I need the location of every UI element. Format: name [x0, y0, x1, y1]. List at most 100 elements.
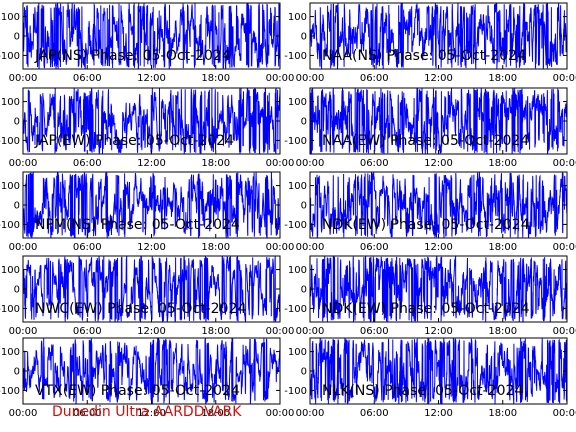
x-tick-label: 12:00 [137, 242, 166, 253]
x-tick-label: 00:00 [296, 242, 325, 253]
x-tick-label: 18:00 [201, 326, 230, 337]
panel-title: NDK(EW) Phase: 05-Oct-2024 [322, 301, 530, 317]
x-tick-label: 12:00 [424, 158, 453, 169]
x-tick-label: 18:00 [201, 73, 230, 84]
panel-title: VTX(EW) Phase: 05-Oct-2024 [35, 383, 240, 399]
y-tick-label: 100 [288, 347, 307, 358]
y-tick-label: 0 [301, 285, 307, 296]
panel-title: NWC(EW) Phase: 05-Oct-2024 [35, 301, 246, 317]
y-tick-label: -100 [0, 304, 20, 315]
y-tick-label: 0 [301, 367, 307, 378]
x-tick-label: 06:00 [73, 242, 102, 253]
y-tick-label: 100 [1, 12, 20, 23]
y-tick-label: -100 [284, 136, 307, 147]
y-tick-label: 100 [1, 97, 20, 108]
y-tick-label: 100 [288, 97, 307, 108]
chart-panel-9: 100 0 -100 00:00 06:00 12:00 18:00 00:00 VTX(EW)… [0, 337, 295, 419]
x-tick-label: 18:00 [488, 158, 517, 169]
chart-panel-2: 100 0 -100 00:00 06:00 12:00 18:00 00:00 NAA(NS)… [284, 2, 576, 84]
x-tick-label: 00:00 [266, 242, 295, 253]
x-tick-label: 06:00 [360, 158, 389, 169]
x-tick-label: 06:00 [360, 326, 389, 337]
x-tick-label: 00:00 [553, 73, 576, 84]
y-tick-label: -100 [284, 220, 307, 231]
x-tick-label: 06:00 [360, 242, 389, 253]
x-tick-label: 18:00 [488, 408, 517, 419]
panel-title: NDK(EW) Phase: 05-Oct-2024 [322, 217, 530, 233]
phase-trace-5 [23, 172, 280, 238]
x-tick-label: 18:00 [201, 158, 230, 169]
y-tick-label: 100 [1, 265, 20, 276]
y-tick-label: -100 [0, 220, 20, 231]
x-tick-label: 06:00 [73, 158, 102, 169]
x-tick-label: 00:00 [266, 73, 295, 84]
x-tick-label: 06:00 [73, 326, 102, 337]
x-tick-label: 18:00 [488, 73, 517, 84]
y-tick-label: 0 [301, 201, 307, 212]
panel-title: JAP(EW) Phase: 05-Oct-2024 [34, 133, 234, 149]
x-tick-label: 18:00 [488, 242, 517, 253]
footer-label: Dunedin Ultra AARDDVARK [52, 404, 242, 420]
y-tick-label: 0 [14, 32, 20, 43]
chart-panel-3: 100 0 -100 00:00 06:00 12:00 18:00 00:00 JAP(EW)… [0, 87, 295, 169]
x-tick-label: 00:00 [266, 326, 295, 337]
phase-trace-4 [310, 88, 567, 154]
y-tick-label: 100 [288, 181, 307, 192]
phase-trace-9 [23, 338, 280, 404]
y-tick-label: 100 [288, 12, 307, 23]
panel-title: NLK(NS) Phase: 05-Oct-2024 [322, 383, 523, 399]
y-tick-label: -100 [284, 304, 307, 315]
y-tick-label: -100 [284, 386, 307, 397]
x-tick-label: 18:00 [488, 326, 517, 337]
y-tick-label: 100 [288, 265, 307, 276]
x-tick-label: 00:00 [553, 242, 576, 253]
chart-panel-10: 100 0 -100 00:00 06:00 12:00 18:00 00:00 NLK(NS)… [284, 337, 576, 419]
chart-panel-8: 100 0 -100 00:00 06:00 12:00 18:00 00:00 NDK(EW)… [284, 255, 576, 337]
y-tick-label: 0 [301, 32, 307, 43]
x-tick-label: 12:00 [424, 326, 453, 337]
y-tick-label: 100 [1, 347, 20, 358]
x-tick-label: 00:00 [296, 73, 325, 84]
x-tick-label: 00:00 [266, 408, 295, 419]
x-tick-label: 00:00 [9, 326, 38, 337]
phase-trace-2 [310, 3, 567, 69]
y-tick-label: 0 [14, 367, 20, 378]
phase-trace-6 [310, 172, 567, 238]
x-tick-label: 12:00 [424, 408, 453, 419]
y-tick-label: 0 [14, 285, 20, 296]
x-tick-label: 00:00 [9, 408, 38, 419]
x-tick-label: 12:00 [137, 73, 166, 84]
y-tick-label: 0 [14, 117, 20, 128]
y-tick-label: 0 [14, 201, 20, 212]
y-tick-label: -100 [0, 136, 20, 147]
y-tick-label: 100 [1, 181, 20, 192]
phase-trace-8 [310, 256, 567, 322]
x-tick-label: 00:00 [296, 408, 325, 419]
x-tick-label: 06:00 [73, 73, 102, 84]
x-tick-label: 00:00 [296, 158, 325, 169]
chart-panel-6: 100 0 -100 00:00 06:00 12:00 18:00 00:00 NDK(EW)… [284, 171, 576, 253]
x-tick-label: 18:00 [201, 408, 230, 419]
x-tick-label: 00:00 [9, 242, 38, 253]
x-tick-label: 12:00 [137, 326, 166, 337]
x-tick-label: 00:00 [266, 158, 295, 169]
x-tick-label: 00:00 [553, 326, 576, 337]
x-tick-label: 12:00 [424, 73, 453, 84]
x-tick-label: 12:00 [424, 242, 453, 253]
y-tick-label: -100 [0, 386, 20, 397]
chart-panel-1: 100 0 -100 00:00 06:00 12:00 18:00 00:00 JAP(NS)… [0, 2, 295, 84]
x-tick-label: 12:00 [137, 408, 166, 419]
phase-trace-10 [310, 338, 567, 404]
x-tick-label: 00:00 [553, 408, 576, 419]
y-tick-label: -100 [0, 51, 20, 62]
x-tick-label: 06:00 [360, 73, 389, 84]
x-tick-label: 18:00 [201, 242, 230, 253]
chart-panel-7: 100 0 -100 00:00 06:00 12:00 18:00 00:00 NWC(EW)… [0, 255, 295, 337]
x-tick-label: 12:00 [137, 158, 166, 169]
x-tick-label: 06:00 [360, 408, 389, 419]
phase-trace-1 [23, 3, 280, 69]
panel-title: NPM(NS) Phase: 05-Oct-2024 [35, 217, 240, 233]
chart-panel-4: 100 0 -100 00:00 06:00 12:00 18:00 00:00 NAA(EW)… [284, 87, 576, 169]
panel-title: NAA(NS) Phase: 05-Oct-2024 [322, 48, 526, 64]
